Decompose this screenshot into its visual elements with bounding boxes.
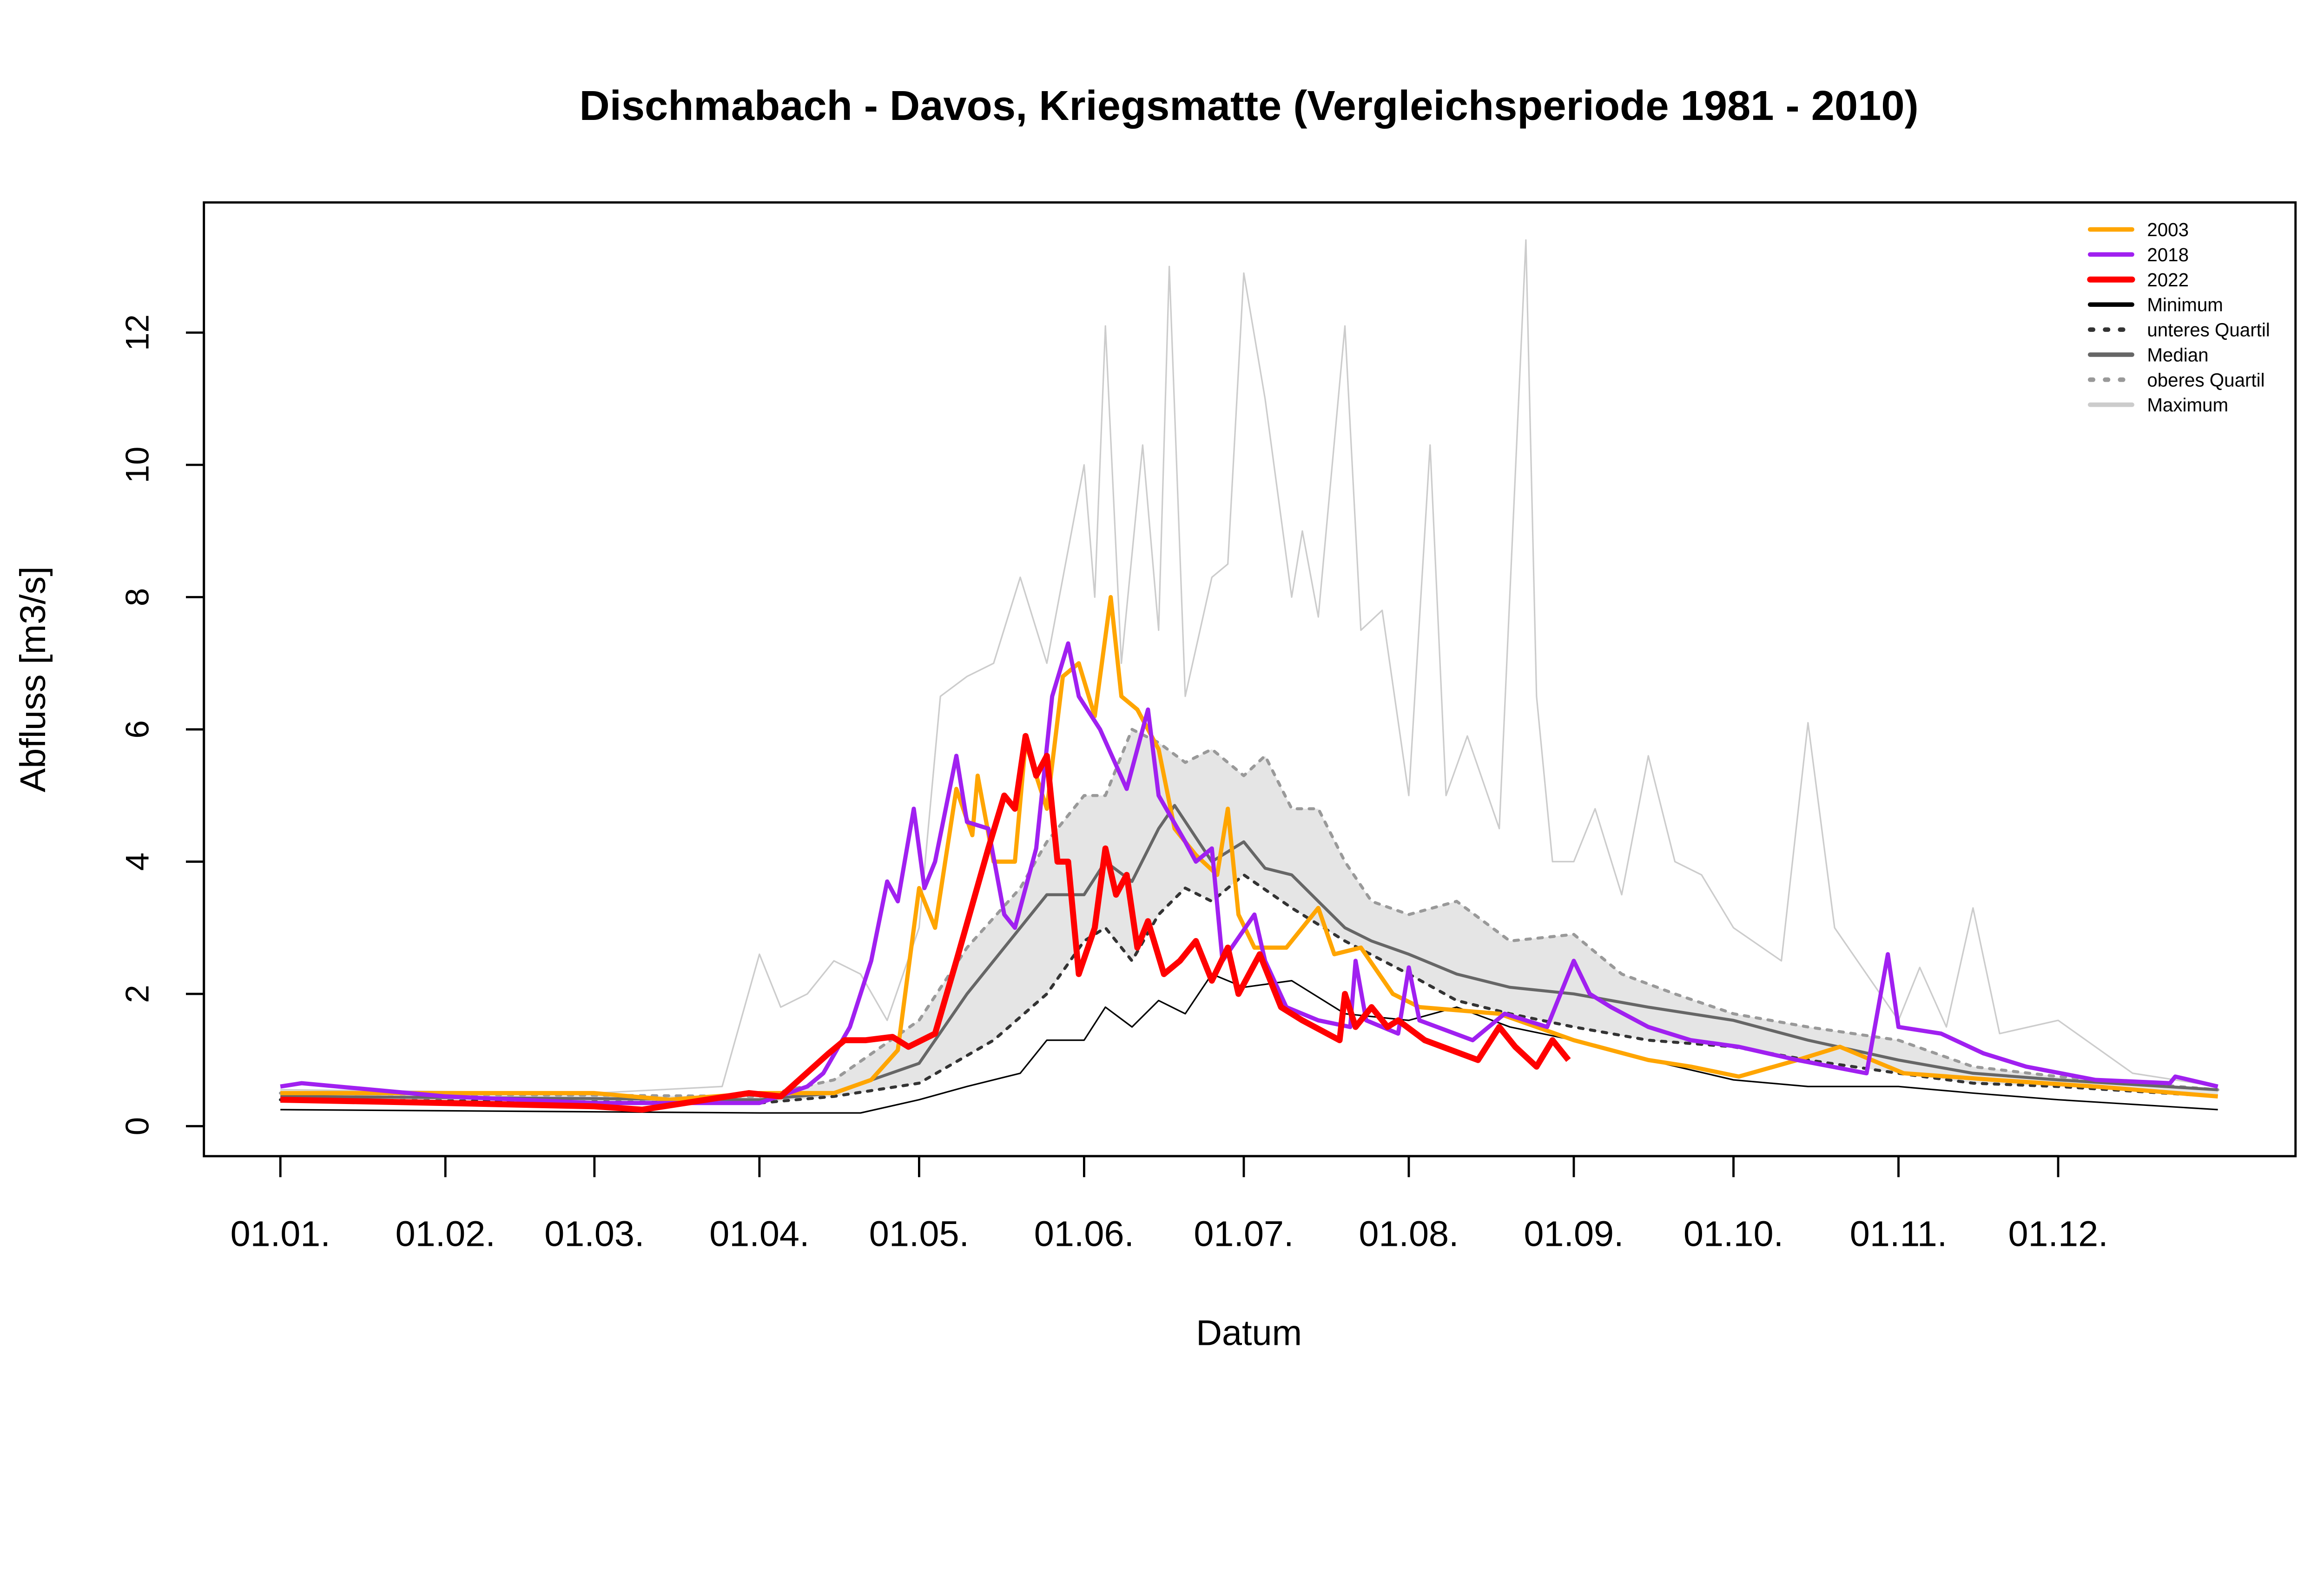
x-tick-label: 01.09.: [1524, 1214, 1624, 1254]
plot-frame: [203, 201, 2297, 1158]
interquartile-band: [280, 729, 2218, 1103]
x-tick-label: 01.08.: [1359, 1214, 1459, 1254]
x-tick-label: 01.04.: [709, 1214, 809, 1254]
x-tick-label: 01.03.: [544, 1214, 644, 1254]
series-line-maximum: [280, 239, 2218, 1094]
legend-label: oberes Quartil: [2147, 369, 2265, 390]
y-tick-label: 8: [119, 588, 156, 606]
chart-title: Dischmabach - Davos, Kriegsmatte (Vergle…: [580, 82, 1919, 129]
x-tick-label: 01.01.: [231, 1214, 330, 1254]
y-tick-label: 10: [119, 447, 156, 483]
y-tick-label: 4: [119, 853, 156, 871]
legend-label: 2018: [2147, 244, 2189, 265]
y-axis: 0 2 4 6 8 10 12: [119, 314, 205, 1135]
legend-label: Median: [2147, 344, 2208, 365]
series-line-2003: [280, 595, 2218, 1102]
y-axis-label: Abfluss [m3/s]: [13, 566, 53, 792]
plot-area: [278, 239, 2219, 1114]
legend-label: Maximum: [2147, 394, 2228, 416]
y-tick-label: 12: [119, 314, 156, 351]
x-tick-label: 01.05.: [869, 1214, 969, 1254]
x-tick-label: 01.12.: [2008, 1214, 2108, 1254]
y-tick-label: 2: [119, 985, 156, 1003]
series-line-2022: [280, 733, 1571, 1113]
y-tick-label: 0: [119, 1117, 156, 1135]
x-tick-label: 01.10.: [1684, 1214, 1783, 1254]
chart: Dischmabach - Davos, Kriegsmatte (Vergle…: [13, 82, 2297, 1353]
x-tick-label: 01.02.: [396, 1214, 495, 1254]
y-tick-label: 6: [119, 720, 156, 738]
series-line-median: [280, 804, 2218, 1101]
legend-label: 2022: [2147, 269, 2189, 291]
x-axis-label: Datum: [1196, 1313, 1302, 1353]
x-axis: 01.01. 01.02. 01.03. 01.04. 01.05. 01.06. 01.0…: [231, 1155, 2108, 1254]
x-tick-label: 01.07.: [1194, 1214, 1294, 1254]
legend-label: Minimum: [2147, 294, 2223, 316]
legend-label: unteres Quartil: [2147, 319, 2270, 341]
series-line-oberes-quartil: [278, 728, 2219, 1098]
x-tick-label: 01.06.: [1034, 1214, 1134, 1254]
x-tick-label: 01.11.: [1850, 1214, 1947, 1254]
legend-label: 2003: [2147, 219, 2189, 240]
legend: 2003 2018 2022 Minimum unteres Quartil Median…: [2087, 219, 2270, 416]
